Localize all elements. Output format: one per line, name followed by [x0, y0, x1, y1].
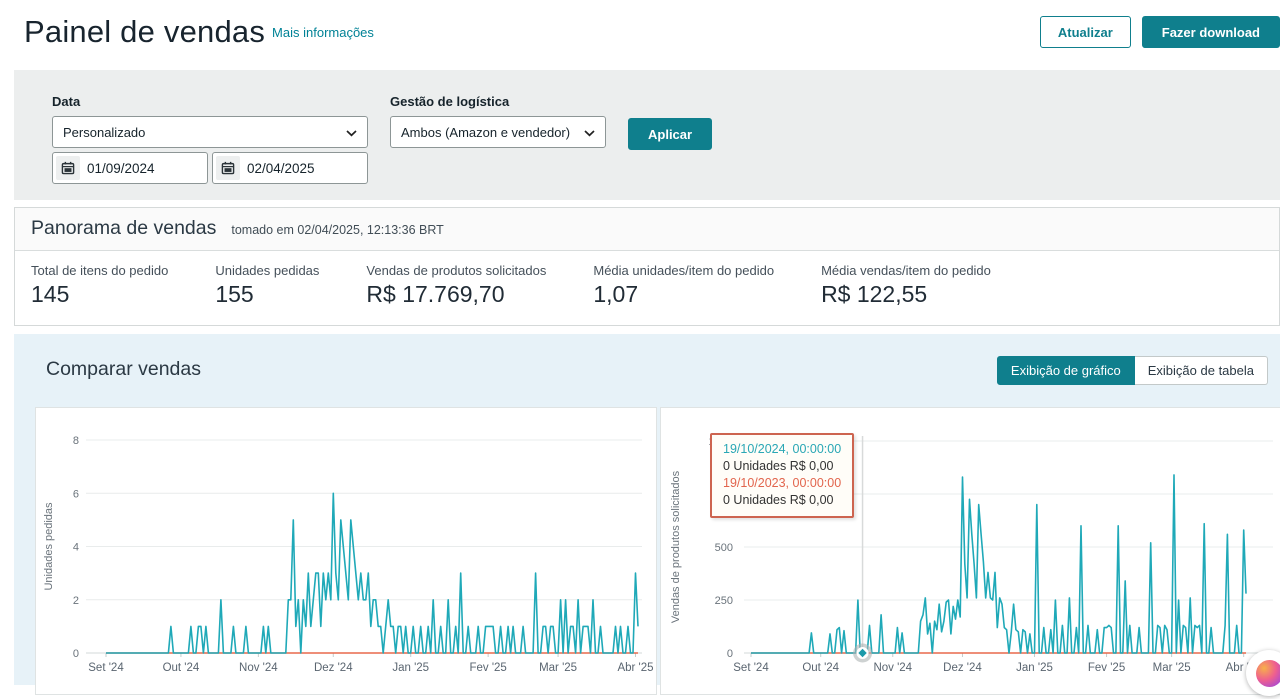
stat-label: Total de itens do pedido [31, 263, 168, 278]
stat-label: Vendas de produtos solicitados [366, 263, 546, 278]
date-to-value: 02/04/2025 [247, 161, 315, 176]
filter-bar: Data Personalizado 01/09/2024 02/04/2025 [14, 70, 1280, 200]
refresh-button[interactable]: Atualizar [1040, 16, 1131, 48]
calendar-icon [56, 156, 80, 180]
svg-text:4: 4 [73, 542, 79, 554]
top-actions: Atualizar Fazer download [1040, 16, 1280, 48]
date-preset-value: Personalizado [63, 125, 145, 140]
tooltip-previous-value: 0 Unidades R$ 0,00 [723, 492, 841, 509]
svg-text:Fev '25: Fev '25 [469, 662, 506, 674]
svg-text:8: 8 [73, 435, 79, 447]
overview-title: Panorama de vendas [31, 217, 216, 240]
logistics-select[interactable]: Ambos (Amazon e vendedor) [390, 116, 606, 148]
unidades-pedidas-svg: 0 2 4 6 8 Set '24 Out '24 Nov '24 Dez '24 Jan '25… [36, 408, 656, 694]
date-from-value: 01/09/2024 [87, 161, 155, 176]
stat: Média unidades/item do pedido 1,07 [593, 263, 774, 308]
date-preset-select[interactable]: Personalizado [52, 116, 368, 148]
svg-text:0: 0 [73, 648, 79, 660]
snapshot-timestamp: tomado em 02/04/2025, 12:13:36 BRT [231, 223, 443, 237]
svg-text:Out '24: Out '24 [163, 662, 200, 674]
table-view-toggle[interactable]: Exibição de tabela [1135, 356, 1268, 385]
compare-sales-section: Comparar vendas Exibição de gráfico Exib… [14, 334, 1280, 685]
svg-text:250: 250 [715, 595, 733, 607]
date-filter-label: Data [52, 94, 368, 109]
stat: Total de itens do pedido 145 [31, 263, 168, 308]
assistant-icon [1256, 660, 1280, 687]
units-ordered-chart[interactable]: 0 2 4 6 8 Set '24 Out '24 Nov '24 Dez '24 Jan '25… [35, 407, 657, 695]
more-info-link[interactable]: Mais informações [272, 25, 374, 40]
svg-text:Nov '24: Nov '24 [873, 662, 912, 674]
stat-value: 1,07 [593, 281, 774, 308]
apply-button[interactable]: Aplicar [628, 118, 712, 150]
logistics-filter-group: Gestão de logística Ambos (Amazon e vend… [390, 94, 606, 200]
stat: Média vendas/item do pedido R$ 122,55 [821, 263, 991, 308]
logistics-filter-label: Gestão de logística [390, 94, 606, 109]
svg-text:Jan '25: Jan '25 [1016, 662, 1053, 674]
view-toggle: Exibição de gráfico Exibição de tabela [997, 356, 1268, 385]
svg-text:Fev '25: Fev '25 [1088, 662, 1125, 674]
tooltip-current-value: 0 Unidades R$ 0,00 [723, 458, 841, 475]
svg-text:Set '24: Set '24 [88, 662, 124, 674]
svg-text:Set '24: Set '24 [733, 662, 769, 674]
tooltip-current-date: 19/10/2024, 00:00:00 [723, 441, 841, 458]
svg-text:Mar '25: Mar '25 [1153, 662, 1191, 674]
stat: Vendas de produtos solicitados R$ 17.769,… [366, 263, 546, 308]
svg-text:Nov '24: Nov '24 [239, 662, 278, 674]
svg-text:500: 500 [715, 542, 733, 554]
stat-value: R$ 17.769,70 [366, 281, 546, 308]
overview-header: Panorama de vendas tomado em 02/04/2025,… [15, 208, 1279, 251]
stat: Unidades pedidas 155 [215, 263, 319, 308]
chevron-down-icon [584, 125, 595, 140]
chart-tooltip: 19/10/2024, 00:00:00 0 Unidades R$ 0,00 … [710, 433, 854, 518]
download-button[interactable]: Fazer download [1142, 16, 1280, 48]
stat-value: R$ 122,55 [821, 281, 991, 308]
page-title: Painel de vendas [24, 14, 265, 49]
chevron-down-icon [346, 125, 357, 140]
sales-overview-panel: Panorama de vendas tomado em 02/04/2025,… [14, 207, 1280, 326]
svg-text:Dez '24: Dez '24 [314, 662, 353, 674]
date-range-row: 01/09/2024 02/04/2025 [52, 152, 368, 184]
svg-text:Jan '25: Jan '25 [392, 662, 429, 674]
date-to-input[interactable]: 02/04/2025 [212, 152, 368, 184]
date-from-input[interactable]: 01/09/2024 [52, 152, 208, 184]
topbar: Painel de vendas Mais informações Atualiz… [0, 0, 1280, 56]
svg-text:Unidades pedidas: Unidades pedidas [43, 502, 55, 591]
stat-value: 145 [31, 281, 168, 308]
svg-text:Vendas de produtos solicitados: Vendas de produtos solicitados [670, 470, 682, 623]
svg-text:Dez '24: Dez '24 [943, 662, 982, 674]
svg-text:Mar '25: Mar '25 [539, 662, 577, 674]
chart-view-toggle[interactable]: Exibição de gráfico [997, 356, 1135, 385]
stat-label: Média unidades/item do pedido [593, 263, 774, 278]
logistics-value: Ambos (Amazon e vendedor) [401, 125, 570, 140]
stats-row: Total de itens do pedido 145 Unidades pedi… [15, 251, 1279, 325]
svg-text:0: 0 [727, 648, 733, 660]
ordered-product-sales-chart[interactable]: 19/10/2024, 00:00:00 0 Unidades R$ 0,00 … [660, 407, 1280, 695]
calendar-icon [216, 156, 240, 180]
charts-row: 0 2 4 6 8 Set '24 Out '24 Nov '24 Dez '24 Jan '25… [35, 407, 1280, 695]
stat-label: Média vendas/item do pedido [821, 263, 991, 278]
svg-text:6: 6 [73, 488, 79, 500]
svg-text:2: 2 [73, 595, 79, 607]
stat-value: 155 [215, 281, 319, 308]
svg-text:Out '24: Out '24 [802, 662, 839, 674]
tooltip-previous-date: 19/10/2023, 00:00:00 [723, 475, 841, 492]
date-filter-group: Data Personalizado 01/09/2024 02/04/2025 [52, 94, 368, 200]
svg-text:Abr '25: Abr '25 [617, 662, 653, 674]
stat-label: Unidades pedidas [215, 263, 319, 278]
apply-wrap: Aplicar [628, 94, 712, 200]
